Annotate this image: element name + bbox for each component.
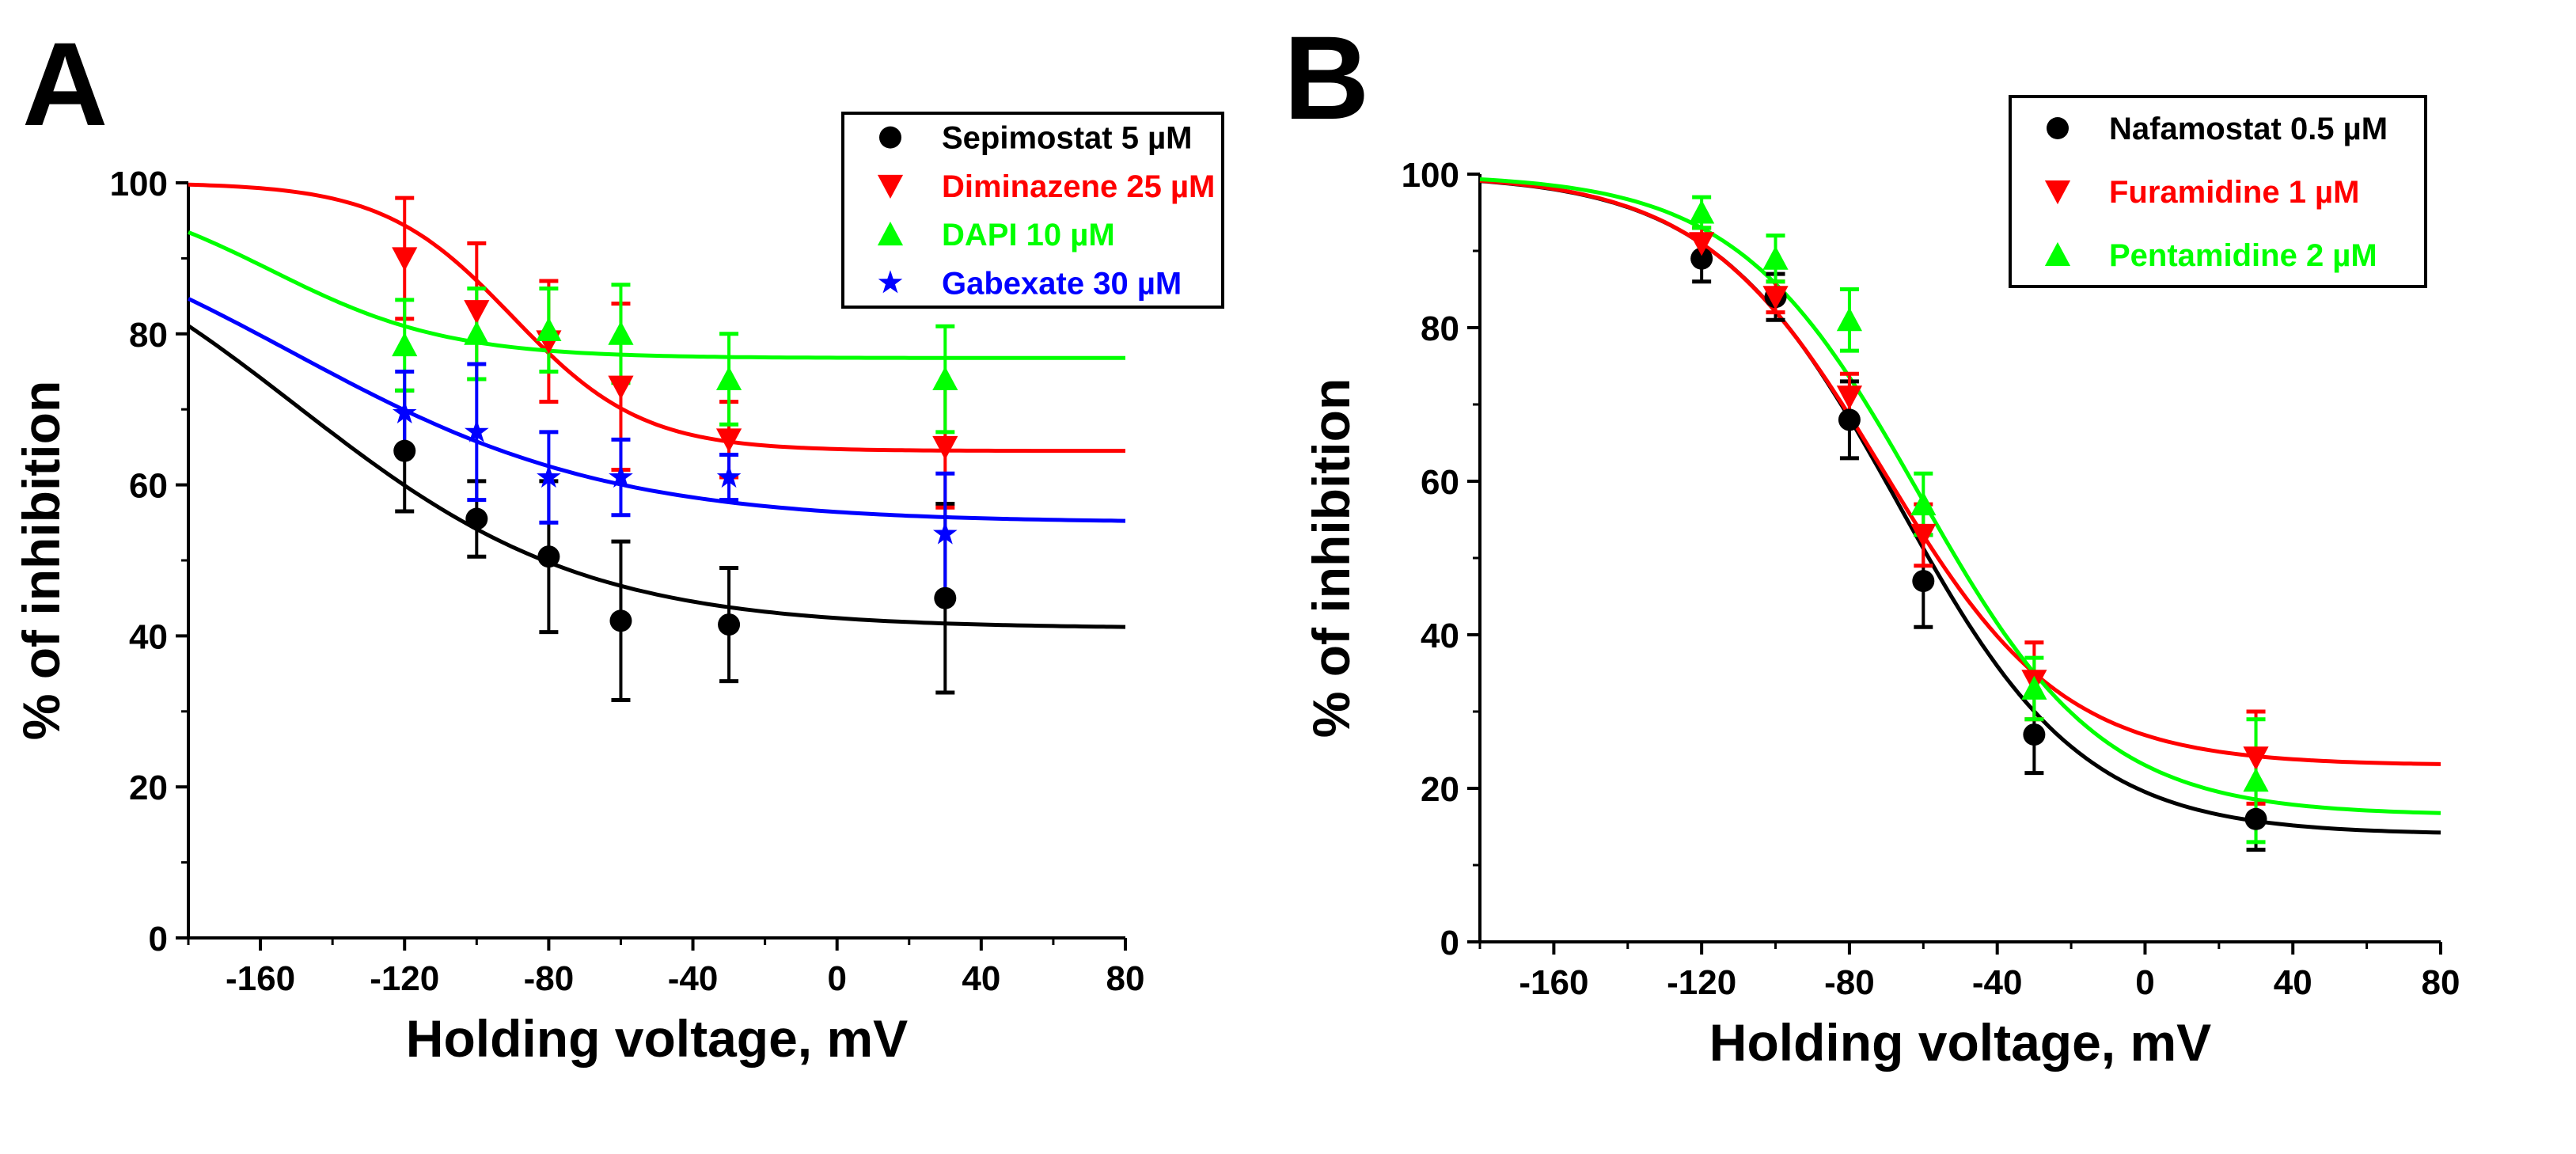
data-point [2243,768,2269,792]
y-tick-label: 20 [1421,770,1459,809]
data-point [1912,570,1935,593]
data-point [608,375,634,400]
data-point [716,465,742,488]
data-point [1689,232,1715,256]
data-point [1836,385,1863,410]
data-point [2021,675,2047,700]
x-tick-label: -160 [226,959,295,998]
legend-label: Gabexate 30 µM [942,266,1182,301]
fit-curve [187,324,1126,629]
data-point [608,321,634,345]
data-point [2244,807,2267,830]
legend-box [841,112,1224,309]
x-axis-title: Holding voltage, mV [1709,1013,2211,1072]
legend-label: Furamidine 1 µM [2109,175,2359,210]
panel-label: B [1284,11,1369,144]
x-tick-label: 40 [962,959,1000,998]
data-point [932,435,958,460]
data-point [392,247,418,271]
data-point [715,366,742,391]
data-point [718,613,741,636]
data-point [1690,247,1713,270]
x-tick-label: -40 [1972,963,2023,1002]
fit-curve [187,297,1126,523]
y-tick-label: 60 [1421,463,1459,502]
x-axis-title: Holding voltage, mV [406,1009,908,1068]
data-point [537,545,560,568]
data-point [536,317,562,342]
legend-marker [2047,117,2069,139]
data-point [1838,408,1861,431]
data-point [609,609,632,632]
y-tick-label: 100 [110,165,168,203]
data-point [393,439,416,462]
y-tick-label: 0 [149,920,168,959]
data-point [465,507,488,530]
panel-b: B 0 20 40 60 80 100 -160 -120 -80 -40 0 40 80 Holding … [1284,11,2460,1072]
data-point [1762,286,1789,310]
legend-box [2009,95,2427,288]
data-point [465,419,489,442]
data-point [715,428,742,453]
y-tick-label: 40 [129,617,168,656]
legend-marker [2044,241,2071,266]
data-point [537,465,561,488]
data-point [464,300,490,325]
legend: Nafamostat 0.5 µM Furamidine 1 µM Pentamid… [2009,95,2427,288]
legend-label: Diminazene 25 µM [942,169,1215,204]
data-point [934,586,957,609]
legend-marker [877,174,904,199]
legend-label: Nafamostat 0.5 µM [2109,112,2388,146]
data-point [392,400,417,423]
y-tick-label: 80 [1421,309,1459,348]
panel-label: A [22,17,108,150]
x-tick-label: 80 [2422,963,2460,1002]
x-tick-label: 0 [2135,963,2154,1002]
y-tick-label: 60 [129,467,168,506]
y-tick-label: 80 [129,316,168,355]
legend: Sepimostat 5 µM Diminazene 25 µM DAPI 10 µ… [841,112,1224,309]
data-point [609,465,633,488]
legend-marker [877,222,904,246]
x-tick-label: -120 [370,959,439,998]
data-point [1762,245,1789,270]
data-point [1910,523,1937,548]
data-point [2243,746,2269,771]
x-tick-label: -80 [524,959,575,998]
legend-marker [878,270,903,294]
data-point [933,521,958,545]
x-tick-label: -160 [1519,963,1588,1002]
x-tick-label: -40 [668,959,719,998]
data-point [392,332,418,357]
y-axis-title: % of inhibition [12,381,70,741]
x-tick-label: -80 [1824,963,1875,1002]
fit-curve [1479,177,2441,815]
y-tick-label: 40 [1421,617,1459,655]
fit-curve [188,182,1125,454]
y-tick-label: 0 [1440,924,1459,962]
data-point [464,321,490,345]
data-point [1689,199,1715,224]
data-point [1910,492,1937,516]
x-tick-label: -120 [1667,963,1736,1002]
data-point [2023,723,2046,746]
x-tick-label: 0 [827,959,846,998]
legend-marker [2044,180,2071,205]
y-axis-title: % of inhibition [1302,378,1360,738]
x-tick-label: 40 [2274,963,2312,1002]
x-tick-label: 80 [1106,959,1145,998]
legend-label: Sepimostat 5 µM [942,121,1192,156]
y-tick-label: 100 [1402,156,1459,195]
y-tick-label: 20 [129,769,168,807]
legend-marker [879,126,901,149]
legend-label: DAPI 10 µM [942,218,1115,252]
legend-label: Pentamidine 2 µM [2109,238,2377,273]
fit-curve [1479,178,2441,766]
data-point [932,366,958,391]
panel-a: A 0 20 40 60 80 100 -160 -120 -80 -40 0 40 80 Holding … [12,17,1224,1068]
fit-curve [188,230,1125,360]
data-point [1836,307,1863,332]
